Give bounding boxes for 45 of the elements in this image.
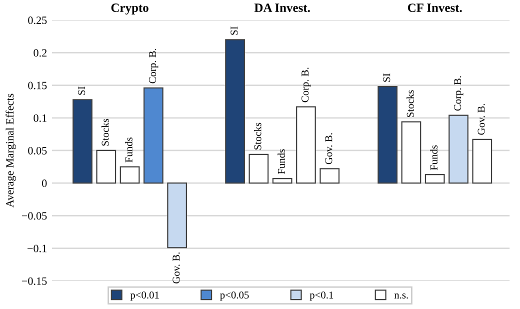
bar — [378, 86, 398, 184]
y-tick-label: 0.15 — [28, 82, 47, 90]
bar — [401, 121, 422, 184]
text: SI — [383, 74, 390, 82]
legend-label: p<0.05 — [220, 292, 249, 301]
y-tick-label: 0 — [42, 180, 47, 188]
y-tick-label: 0.1 — [34, 114, 46, 122]
bar — [225, 39, 245, 184]
text: Funds — [125, 138, 132, 162]
bar — [472, 138, 492, 184]
bar — [424, 174, 445, 184]
bar — [448, 114, 468, 184]
y-tick-label: 0.25 — [28, 16, 47, 24]
y-axis-title: Average Marginal Effects — [6, 94, 16, 208]
text: Funds — [430, 145, 438, 170]
y-tick-label: −0.1 — [28, 244, 46, 252]
y-tick-label: 0.05 — [28, 146, 47, 154]
y-tick-label: −0.05 — [22, 212, 47, 220]
text: Gov. B. — [478, 104, 485, 135]
text: Corp. B. — [149, 48, 158, 84]
bar — [248, 154, 269, 184]
legend-label: p<0.1 — [310, 292, 334, 301]
text: Stocks — [406, 90, 414, 117]
text: Gov. B. — [325, 133, 332, 164]
text: SI — [78, 86, 86, 95]
text: Gov. B. — [172, 252, 180, 284]
text: SI — [230, 26, 238, 35]
bar — [120, 166, 140, 184]
x-tick-label: Crypto — [111, 4, 148, 15]
bar — [96, 150, 116, 184]
text: Corp. B. — [302, 68, 311, 102]
bar — [144, 87, 164, 184]
text: Funds — [278, 149, 285, 174]
bar — [272, 178, 292, 184]
text: Stocks — [254, 122, 262, 150]
x-tick-label: CF Invest. — [408, 4, 462, 12]
text: Stocks — [101, 118, 109, 146]
text: Corp. B. — [454, 76, 464, 111]
y-tick-label: −0.15 — [22, 277, 47, 285]
legend-label: p<0.01 — [130, 292, 159, 301]
bar — [320, 168, 340, 184]
x-tick-label: DA Invest. — [254, 4, 310, 12]
y-tick-label: 0.2 — [34, 49, 47, 57]
legend-label: n.s. — [394, 294, 408, 299]
bar — [72, 99, 92, 184]
